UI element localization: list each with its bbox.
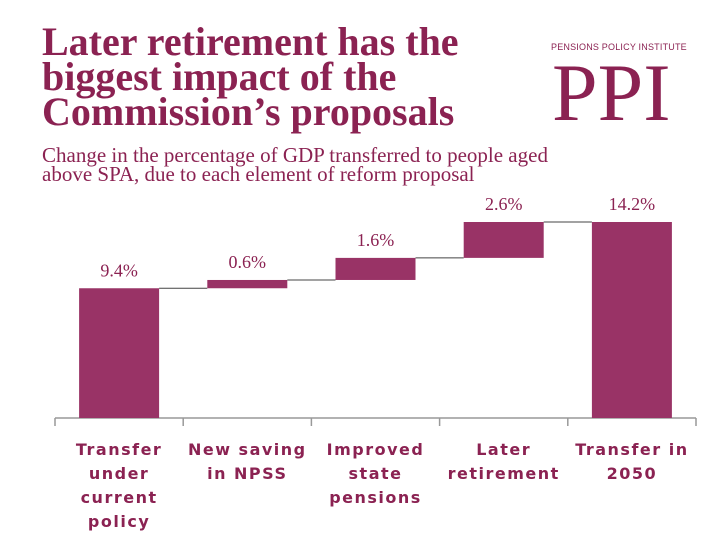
category-label-line: 2050 (606, 464, 658, 483)
title-line-2: biggest impact of the (42, 54, 397, 99)
category-label-line: policy (87, 512, 151, 531)
bar-1 (79, 288, 160, 418)
data-label: 2.6% (485, 194, 523, 214)
logo-wordmark-text: PENSIONS POLICY INSTITUTE (551, 42, 687, 52)
category-label: Later retirement (444, 438, 564, 486)
chart-subtitle: Change in the percentage of GDP transfer… (42, 143, 682, 186)
bar-2 (207, 279, 288, 289)
data-label: 9.4% (100, 260, 138, 280)
category-label-line: Improved (326, 440, 425, 459)
data-label: 0.6% (229, 252, 267, 272)
category-label-line: Later (476, 440, 532, 459)
category-label-line: New saving (187, 440, 307, 459)
category-label: New saving in NPSS (187, 438, 307, 486)
category-label-line: retirement (447, 464, 560, 483)
bar-4 (463, 222, 544, 258)
category-label-line: Transfer in (575, 440, 689, 459)
data-label: 14.2% (609, 194, 656, 214)
subtitle-line-2: above SPA, due to each element of reform… (42, 162, 475, 186)
category-label-line: current (80, 488, 158, 507)
title-line-1: Later retirement has the (42, 19, 459, 64)
category-label-line: Transfer (75, 440, 163, 459)
bar-3 (335, 257, 416, 280)
data-label: 1.6% (357, 230, 395, 250)
category-label-line: pensions (329, 488, 422, 507)
category-label-line: in NPSS (207, 464, 288, 483)
page-title: Later retirement has the biggest impact … (42, 19, 562, 134)
category-label: Transfer under current policy (59, 438, 179, 534)
subtitle-line-1: Change in the percentage of GDP transfer… (42, 143, 548, 167)
ppi-logo: PPI (552, 47, 671, 138)
title-line-3: Commission’s proposals (42, 89, 455, 134)
bar-5 (591, 222, 672, 418)
category-label-line: under (88, 464, 150, 483)
category-label-line: state (348, 464, 403, 483)
category-label: Transfer in 2050 (572, 438, 692, 486)
category-label: Improved state pensions (316, 438, 436, 510)
